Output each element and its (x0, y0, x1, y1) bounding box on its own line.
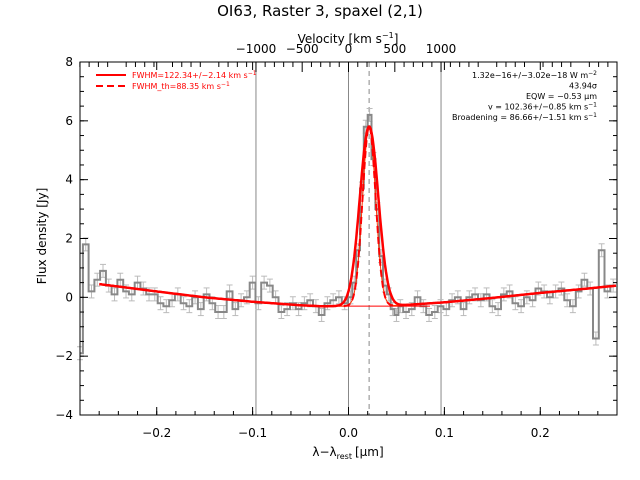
y-tick-label: 0 (65, 290, 73, 304)
top-axis-label: Velocity [km s−1] (298, 31, 399, 46)
x-tick-label: 0.0 (339, 426, 358, 440)
velocity-tick-label: 500 (383, 42, 406, 56)
fit-annotation: v = 102.36+/−0.85 km s−1 (488, 102, 597, 112)
line-fit-curve (99, 125, 617, 308)
velocity-tick-label: 0 (345, 42, 353, 56)
fit-annotation: EQW = −0.53 μm (526, 92, 597, 101)
y-tick-label: 6 (65, 114, 73, 128)
spectrum-series (80, 113, 616, 355)
y-tick-label: −4 (55, 408, 73, 422)
velocity-tick-label: 1000 (426, 42, 457, 56)
x-axis-label: λ−λrest [μm] (312, 445, 383, 461)
y-tick-label: 8 (65, 55, 73, 69)
fit-annotation: 43.94σ (569, 82, 597, 91)
y-tick-label: 4 (65, 173, 73, 187)
legend-label: FWHM_th=88.35 km s−1 (132, 81, 230, 91)
fit-annotation: Broadening = 86.66+/−1.51 km s−1 (452, 112, 597, 122)
y-tick-label: 2 (65, 232, 73, 246)
x-tick-label: 0.2 (531, 426, 550, 440)
chart-title: OI63, Raster 3, spaxel (2,1) (217, 2, 423, 20)
velocity-tick-label: −1000 (236, 42, 277, 56)
legend-label: FWHM=122.34+/−2.14 km s−1 (132, 70, 257, 80)
velocity-tick-label: −500 (286, 42, 319, 56)
y-tick-label: −2 (55, 349, 73, 363)
x-tick-label: 0.1 (435, 426, 454, 440)
y-axis-label: Flux density [Jy] (35, 188, 49, 285)
x-tick-label: −0.1 (238, 426, 267, 440)
x-tick-label: −0.2 (142, 426, 171, 440)
fit-annotation: 1.32e−16+/−3.02e−18 W m−2 (472, 70, 597, 80)
